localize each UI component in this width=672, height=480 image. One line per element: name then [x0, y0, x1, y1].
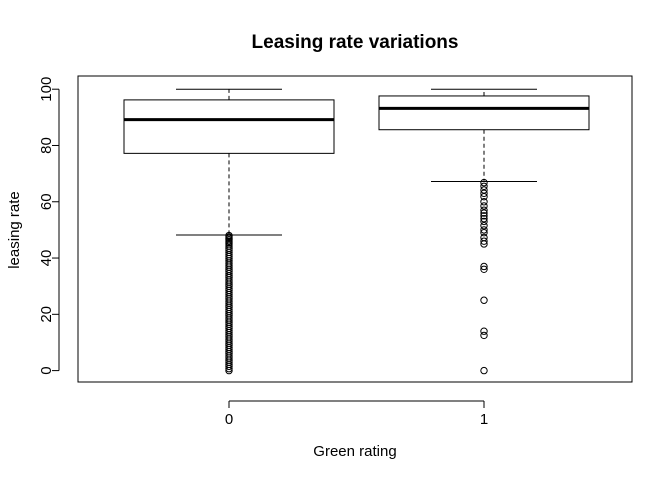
outlier-point: [480, 198, 488, 206]
outlier-point: [480, 331, 488, 340]
y-tick-label: 60: [38, 193, 55, 210]
box-group-1: [378, 88, 590, 375]
outlier-point: [480, 221, 488, 230]
y-tick-label: 20: [38, 306, 55, 323]
plot-frame: [77, 75, 633, 383]
y-axis: 0 20 40 60 80 100: [38, 77, 60, 375]
outlier-point: [480, 214, 488, 223]
outlier-point: [480, 178, 488, 187]
outlier-point: [480, 217, 488, 226]
outlier-point: [225, 366, 233, 375]
y-tick-label: 80: [38, 137, 55, 154]
outlier-point: [480, 209, 488, 217]
outlier-point: [480, 366, 488, 375]
y-tick-label: 40: [38, 250, 55, 267]
outlier-point: [480, 189, 488, 198]
box-iqr: [123, 99, 335, 154]
outlier-point: [480, 212, 488, 220]
box-iqr: [378, 95, 590, 131]
outlier-point: [480, 265, 488, 273]
box-group-0: [123, 88, 335, 375]
x-tick-label: 0: [225, 411, 233, 428]
outlier-point: [480, 327, 488, 335]
outlier-point: [480, 192, 488, 201]
outlier-point: [480, 229, 488, 237]
x-axis-label: Green rating: [313, 443, 396, 460]
outlier-point: [225, 362, 233, 371]
outlier-point: [480, 240, 488, 248]
outlier-point: [480, 262, 488, 271]
outlier-point: [480, 206, 488, 214]
outlier-point: [480, 296, 488, 304]
y-tick-label: 0: [38, 366, 55, 374]
outlier-point: [480, 202, 488, 210]
y-tick-label: 100: [38, 77, 55, 102]
outlier-point: [480, 237, 488, 245]
boxes-layer: [123, 88, 590, 375]
outlier-point: [480, 226, 488, 234]
chart-title: Leasing rate variations: [252, 32, 459, 53]
outlier-point: [225, 364, 233, 373]
x-tick-label: 1: [480, 411, 488, 428]
y-axis-label: leasing rate: [6, 191, 23, 269]
outlier-point: [480, 182, 488, 190]
